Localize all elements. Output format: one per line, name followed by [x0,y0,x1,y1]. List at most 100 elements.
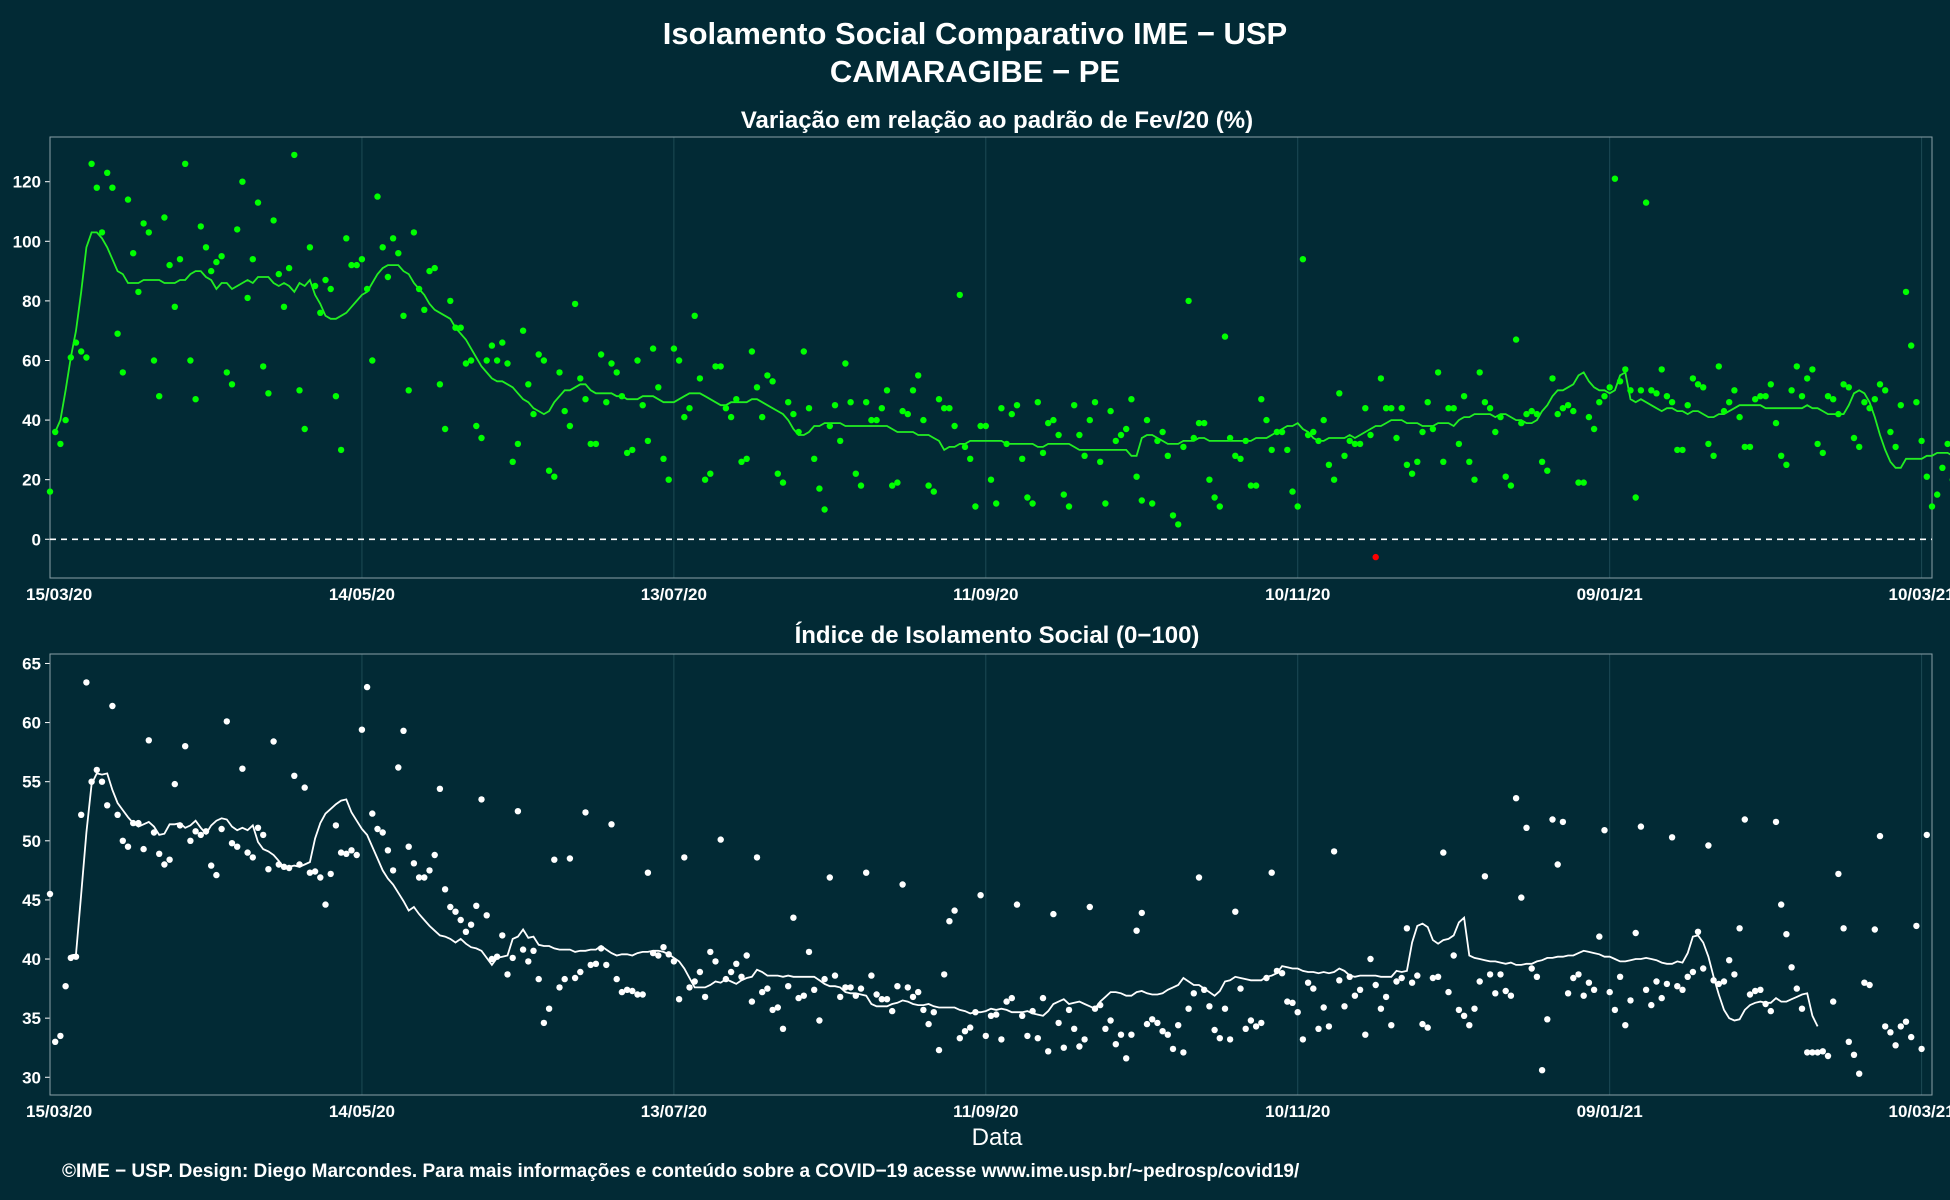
index-data-point [1679,986,1686,993]
index-data-point [571,974,579,982]
index-data-point [124,843,132,850]
variation-data-point [1658,366,1665,373]
index-data-point [1559,818,1567,826]
variation-data-point [1013,402,1021,409]
variation-data-point [1700,384,1707,391]
variation-data-point [915,372,922,379]
variation-data-point [192,396,199,403]
index-data-point [421,874,428,881]
variation-data-point [1211,494,1218,501]
variation-data-point [504,360,511,367]
index-data-point [1861,979,1868,986]
index-data-point [639,991,646,998]
index-data-point [208,862,215,869]
variation-data-point [951,422,958,430]
variation-data-point [1117,431,1125,439]
index-data-point [67,954,75,962]
variation-data-point [1169,512,1177,519]
index-data-point [467,921,475,928]
variation-data-point [696,375,704,382]
variation-data-point [1107,407,1114,415]
index-data-point [998,1036,1005,1043]
index-data-point [608,821,615,828]
index-data-point [1019,1012,1026,1019]
index-data-point [130,819,137,827]
variation-data-point [88,160,95,167]
index-data-point [395,764,402,771]
index-data-point [738,973,745,980]
index-data-point [306,869,314,876]
index-data-point [1819,1048,1827,1055]
variation-data-point [868,416,875,424]
variation-data-point [1091,399,1099,406]
index-data-point [1788,964,1795,971]
variation-data-point [1071,402,1078,409]
variation-data-point [665,476,672,483]
variation-data-point [462,360,470,367]
index-data-point [831,972,839,979]
variation-data-point [395,250,402,257]
variation-data-point [1580,479,1587,486]
index-data-point [977,892,984,899]
variation-data-point [1518,419,1525,427]
variation-data-point [353,261,360,269]
variation-data-point [1720,407,1728,415]
variation-data-point [1226,434,1234,442]
index-data-point [1757,986,1764,993]
index-data-point [1590,986,1598,993]
variation-data-point [483,357,490,364]
variation-data-point [535,351,542,358]
index-data-point [171,780,178,788]
variation-data-point [873,416,880,424]
index-data-point [1045,1048,1052,1055]
index-data-point [1320,1004,1327,1011]
index-data-point [795,994,802,1002]
variation-data-point [722,405,730,412]
index-data-point [649,949,657,957]
variation-data-point [270,217,277,224]
variation-data-point [343,235,350,242]
variation-data-point [1050,416,1057,424]
index-data-point [1866,981,1873,989]
variation-data-point [379,244,386,251]
index-data-point [1804,1049,1811,1056]
index-data-point [1715,980,1723,988]
variation-data-point [1575,479,1582,486]
variation-data-point [857,482,865,489]
index-data-point [1814,1049,1821,1056]
variation-data-point [1112,437,1120,445]
index-data-point [426,867,433,874]
variation-data-point [1481,399,1489,406]
index-data-point [1720,978,1728,985]
variation-data-point [1216,503,1224,510]
index-data-point [1497,971,1504,978]
index-data-point [821,975,828,983]
variation-data-point [613,369,620,376]
index-data-point [1746,991,1754,998]
index-data-point [925,1020,932,1028]
variation-data-point [717,363,724,370]
index-data-point [951,907,958,914]
index-data-point [504,971,511,978]
index-data-point [842,984,849,991]
index-data-point [1481,873,1489,880]
index-data-point [1554,861,1561,868]
index-data-point [1762,1000,1769,1008]
index-data-point [1710,977,1717,984]
variation-data-point [1752,396,1759,403]
index-data-point [270,738,277,745]
index-y-tick-label: 40 [22,950,41,969]
index-data-point [322,901,329,908]
index-data-point [223,718,230,725]
variation-data-point [415,285,423,293]
variation-data-point [1726,399,1733,406]
index-data-point [1471,1005,1478,1012]
index-data-point [1544,1016,1551,1023]
index-y-tick-label: 30 [22,1068,41,1087]
variation-y-tick-label: 80 [22,292,41,311]
variation-data-point [57,440,64,448]
variation-data-point [285,264,293,272]
variation-data-point [72,339,80,346]
index-data-point [1533,973,1541,980]
variation-data-point [566,422,574,430]
